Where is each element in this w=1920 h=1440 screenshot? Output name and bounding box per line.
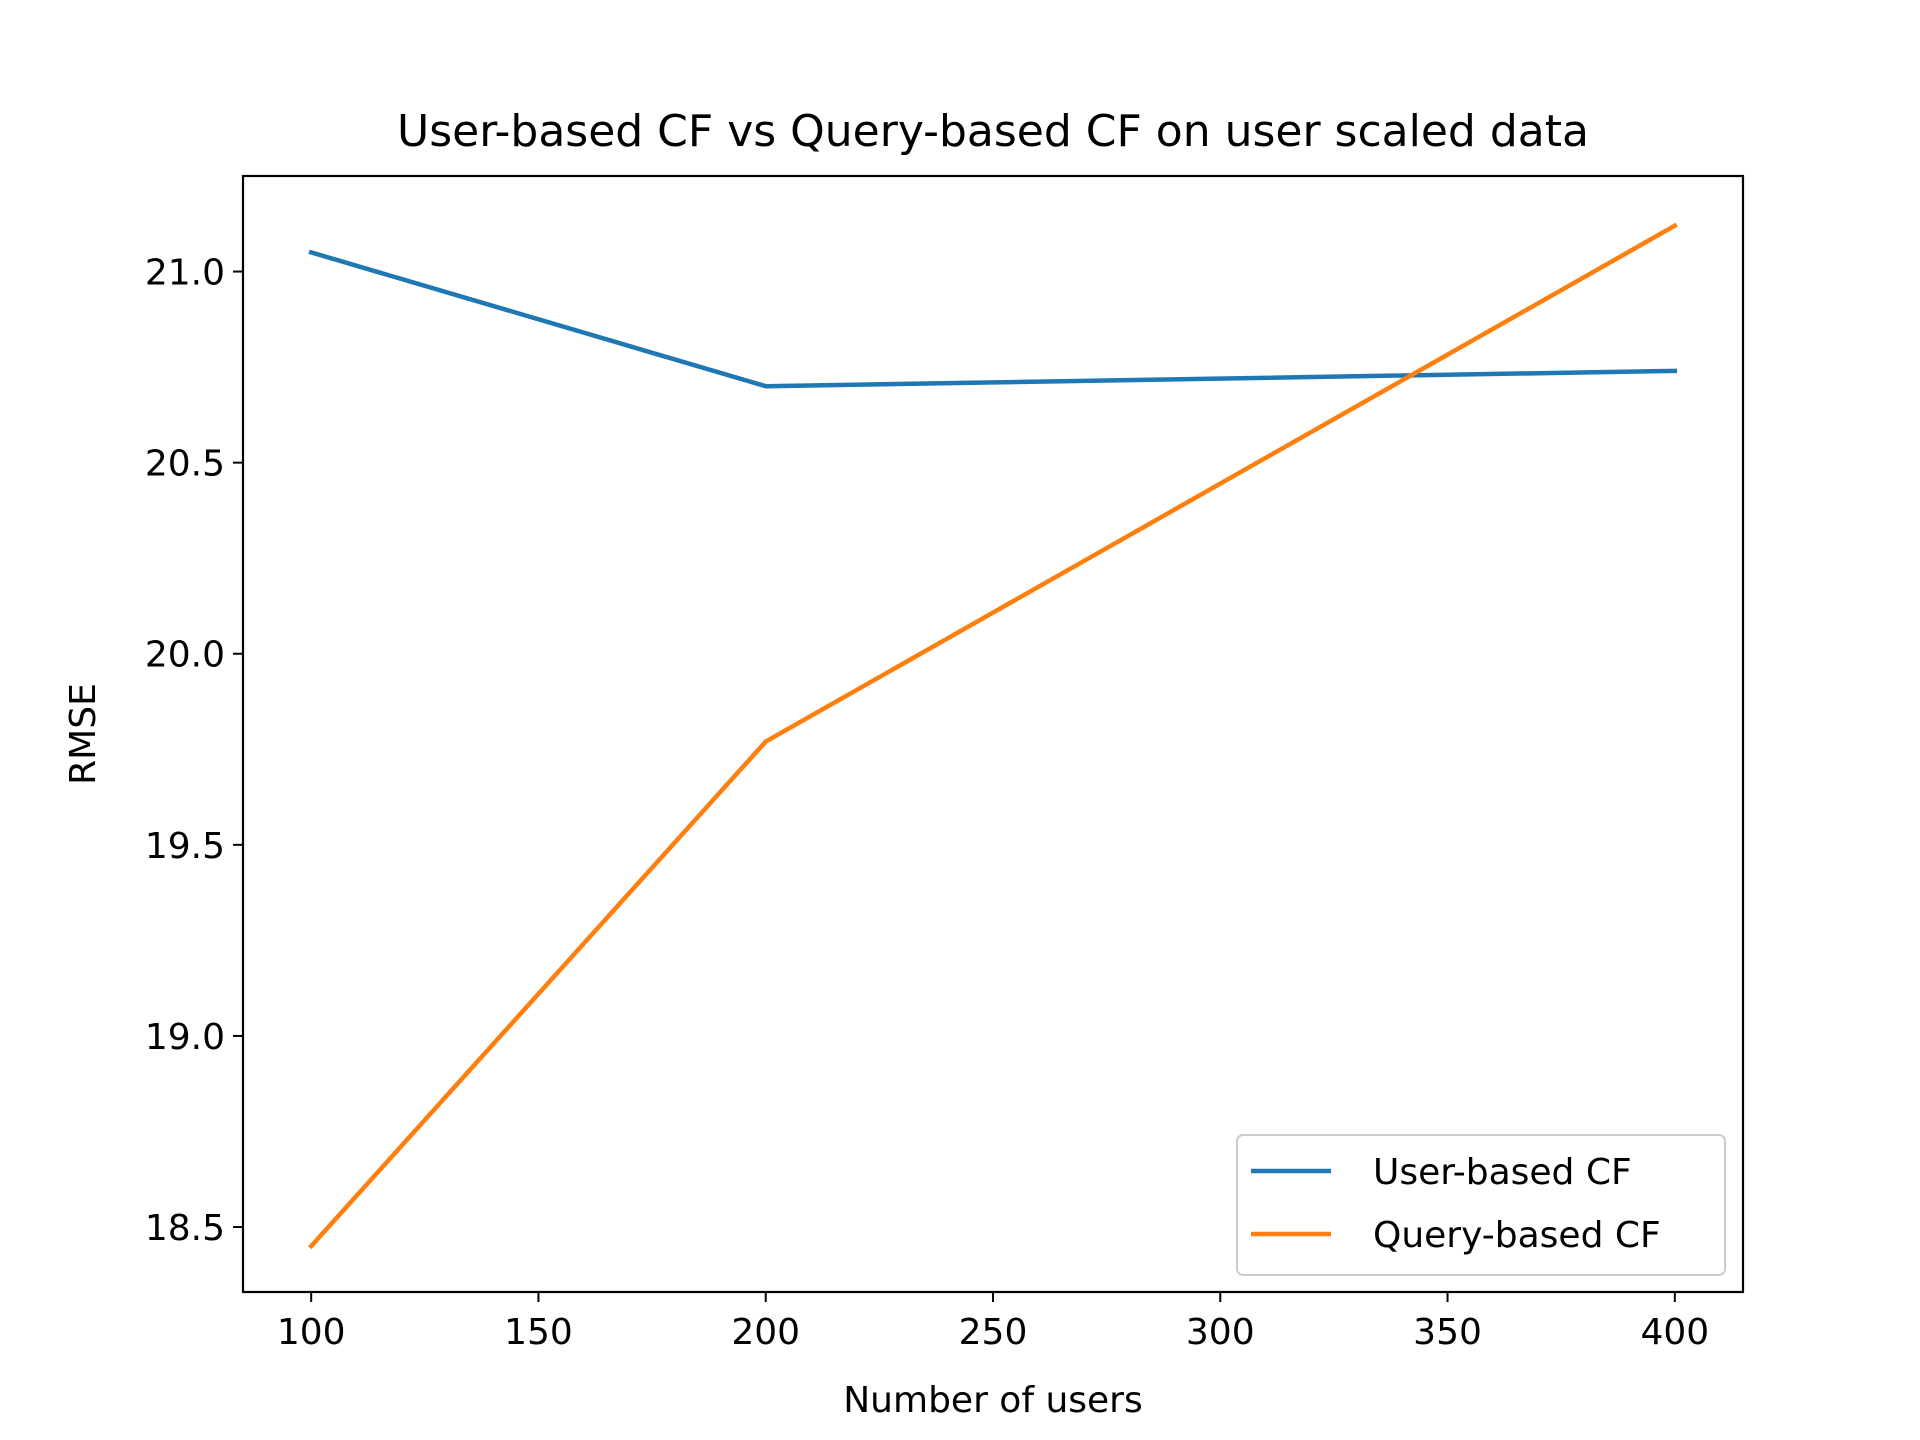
x-tick-label: 400 (1640, 1312, 1709, 1353)
legend-box (1236, 1134, 1726, 1276)
x-tick-label: 350 (1413, 1312, 1482, 1353)
y-tick-label: 20.0 (145, 635, 225, 676)
chart-title: User-based CF vs Query-based CF on user … (397, 106, 1589, 157)
y-tick-label: 19.0 (145, 1017, 225, 1058)
y-axis-ticks: 18.5 19.0 19.5 20.0 20.5 21.0 (145, 253, 243, 1249)
plot-area (308, 222, 1678, 1250)
y-axis-label: RMSE (63, 683, 104, 785)
x-tick-label: 100 (277, 1312, 346, 1353)
series-line-0 (308, 249, 1678, 389)
x-axis-ticks: 100 150 200 250 300 350 400 (277, 1292, 1709, 1353)
plot-frame (241, 174, 1745, 1294)
y-tick-label: 21.0 (145, 253, 225, 294)
x-axis-label: Number of users (843, 1380, 1142, 1421)
y-tick-label: 18.5 (145, 1208, 225, 1249)
y-tick-label: 20.5 (145, 444, 225, 485)
x-tick-label: 200 (731, 1312, 800, 1353)
series-line-1 (308, 222, 1678, 1250)
x-tick-label: 300 (1186, 1312, 1255, 1353)
x-tick-label: 250 (959, 1312, 1028, 1353)
x-tick-label: 150 (504, 1312, 573, 1353)
legend-label-1: Query-based CF (1373, 1215, 1661, 1256)
legend-label-0: User-based CF (1373, 1152, 1632, 1193)
y-tick-label: 19.5 (145, 826, 225, 867)
legend: User-based CF Query-based CF (1236, 1134, 1726, 1276)
